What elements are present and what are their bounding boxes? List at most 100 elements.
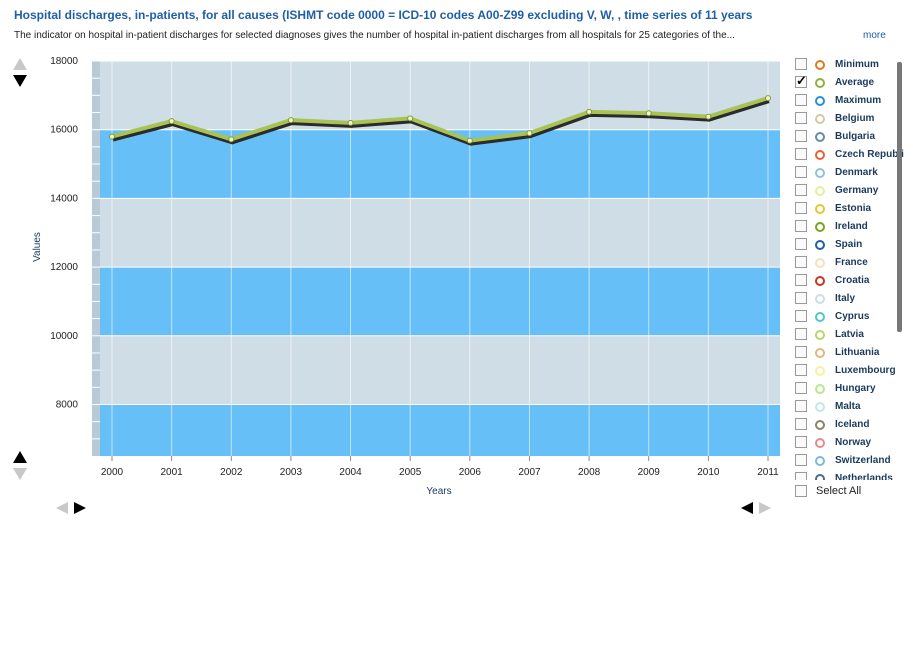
legend-checkbox[interactable] [795,310,807,322]
legend-checkbox[interactable] [795,292,807,304]
y-tick-label: 12000 [50,262,78,273]
legend-color-marker-icon [815,438,825,448]
legend-item[interactable]: Switzerland [790,452,904,470]
legend-item[interactable]: Netherlands [790,470,904,480]
x-tick-label: 2009 [638,467,661,478]
legend-item[interactable]: Hungary [790,380,904,398]
legend-item[interactable]: Italy [790,290,904,308]
legend-checkbox[interactable] [795,94,807,106]
legend-label: Hungary [835,383,876,394]
legend-checkbox[interactable] [795,382,807,394]
plot-band [100,404,780,456]
legend-checkbox[interactable] [795,202,807,214]
legend-item[interactable]: Bulgaria [790,128,904,146]
legend-checkbox[interactable] [795,166,807,178]
legend-checkbox[interactable] [795,73,807,89]
legend-checkbox[interactable] [795,328,807,340]
scroll-down-bottom-icon[interactable] [13,468,27,480]
y-tick-label: 10000 [50,331,78,342]
legend-item[interactable]: Iceland [790,416,904,434]
data-point[interactable] [705,113,712,120]
legend-item[interactable]: Estonia [790,200,904,218]
legend-item[interactable]: France [790,254,904,272]
legend-scrollbar[interactable] [897,62,902,332]
legend-item[interactable]: Latvia [790,326,904,344]
legend-label: Spain [835,239,863,250]
legend-item[interactable]: Minimum [790,56,904,74]
legend-item[interactable]: Maximum [790,92,904,110]
legend-checkbox[interactable] [795,346,807,358]
chart-title: Hospital discharges, in-patients, for al… [14,8,753,22]
data-point[interactable] [347,119,354,126]
legend-item[interactable]: Czech Republic [790,146,904,164]
legend-checkbox[interactable] [795,58,807,70]
data-point[interactable] [526,130,533,137]
y-tick-label: 16000 [50,125,78,136]
scroll-right-end-icon[interactable] [759,502,771,514]
legend-item[interactable]: Luxembourg [790,362,904,380]
data-point[interactable] [645,110,652,117]
legend-checkbox[interactable] [795,274,807,286]
data-point[interactable] [765,95,771,102]
y-axis-label: Values [32,232,43,262]
legend-label: Estonia [835,203,872,214]
legend-item[interactable]: Norway [790,434,904,452]
legend-item[interactable]: Croatia [790,272,904,290]
data-point[interactable] [168,118,175,125]
legend-checkbox[interactable] [795,184,807,196]
scroll-down-top-icon[interactable] [13,75,27,87]
legend-label: Malta [835,401,861,412]
legend-color-marker-icon [815,240,825,250]
legend-color-marker-icon [815,348,825,358]
scroll-up-bottom-icon[interactable] [13,451,27,463]
legend-color-marker-icon [815,222,825,232]
y-tick-label: 8000 [56,399,79,410]
select-all-box[interactable] [795,485,807,497]
legend-checkbox[interactable] [795,256,807,268]
legend-checkbox[interactable] [795,436,807,448]
legend-item[interactable]: Average [790,73,904,92]
legend-color-marker-icon [815,60,825,70]
legend-item[interactable]: Malta [790,398,904,416]
legend-item[interactable]: Ireland [790,218,904,236]
scroll-right-start-icon[interactable] [74,502,86,514]
legend-item[interactable]: Belgium [790,110,904,128]
data-point[interactable] [407,115,414,122]
legend-label: France [835,257,868,268]
data-point[interactable] [586,108,593,115]
legend-checkbox[interactable] [795,472,807,480]
legend-label: Cyprus [835,311,870,322]
legend-item[interactable]: Spain [790,236,904,254]
data-point[interactable] [466,137,473,144]
legend-color-marker-icon [815,150,825,160]
legend-item[interactable]: Lithuania [790,344,904,362]
legend-item[interactable]: Denmark [790,164,904,182]
legend-checkbox[interactable] [795,112,807,124]
plot-band [100,129,780,199]
scroll-left-start-icon[interactable] [56,502,68,514]
more-link[interactable]: more [863,30,886,41]
line-chart: 8000 10000 12000 14000 16000 18000 2000 2001 20… [32,56,780,497]
scroll-left-end-icon[interactable] [741,502,753,514]
data-point[interactable] [109,133,115,140]
legend-checkbox[interactable] [795,400,807,412]
legend-color-marker-icon [815,420,825,430]
legend-checkbox[interactable] [795,418,807,430]
legend-checkbox[interactable] [795,148,807,160]
scroll-up-top-icon[interactable] [13,58,27,70]
data-point[interactable] [228,136,235,143]
legend-item[interactable]: Germany [790,182,904,200]
legend-label: Norway [835,437,872,448]
legend-color-marker-icon [815,96,825,106]
legend-color-marker-icon [815,114,825,124]
legend-checkbox[interactable] [795,130,807,142]
data-point[interactable] [287,117,294,124]
x-tick-label: 2003 [280,467,303,478]
legend-label: Germany [835,185,879,196]
legend-label: Maximum [835,95,882,106]
legend-checkbox[interactable] [795,454,807,466]
legend-item[interactable]: Cyprus [790,308,904,326]
legend-checkbox[interactable] [795,238,807,250]
legend-checkbox[interactable] [795,364,807,376]
legend-checkbox[interactable] [795,220,807,232]
